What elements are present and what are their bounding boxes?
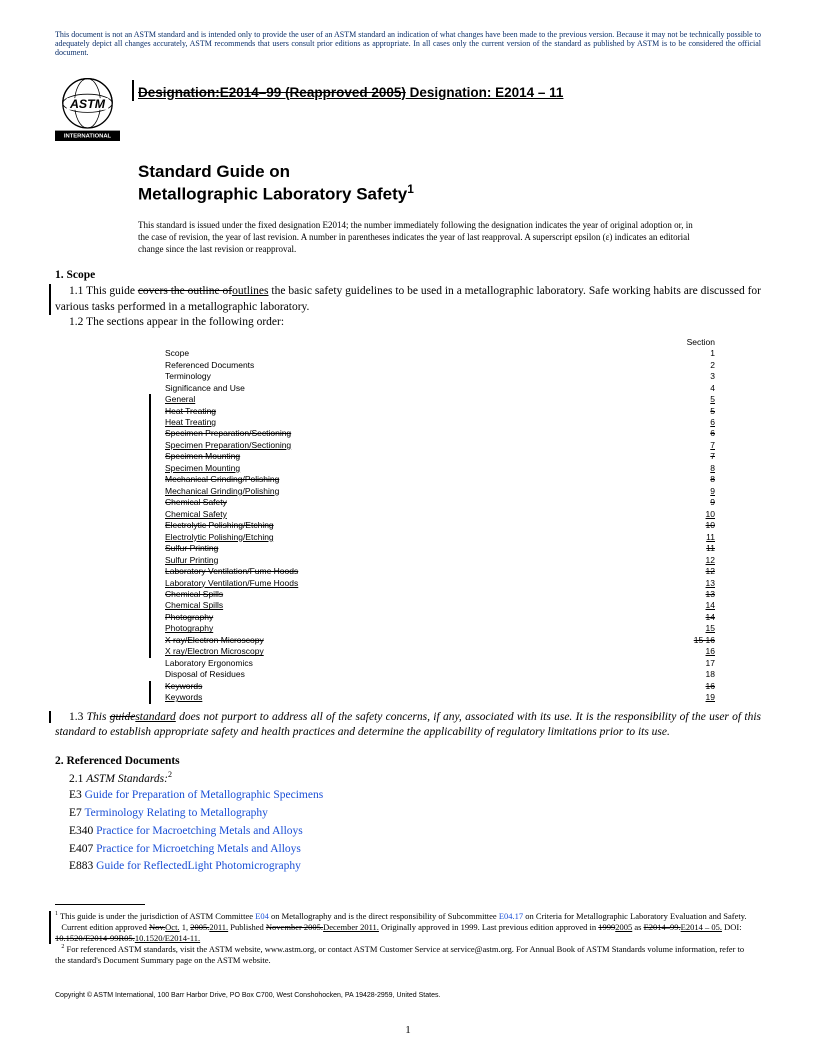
refs-head: 2. Referenced Documents: [55, 755, 761, 767]
svg-text:INTERNATIONAL: INTERNATIONAL: [64, 133, 112, 139]
toc-col-section: Section: [687, 337, 715, 348]
scope-11: 1.1 This guide covers the outline ofoutl…: [55, 284, 761, 331]
link-e04[interactable]: E04: [255, 911, 269, 921]
ref-link[interactable]: Guide for ReflectedLight Photomicrograph…: [96, 860, 301, 872]
ref-item: E3 Guide for Preparation of Metallograph…: [69, 787, 761, 805]
scope-13: 1.3 This guidestandard does not purport …: [55, 710, 761, 741]
ref-item: E340 Practice for Macroetching Metals an…: [69, 823, 761, 841]
toc-row: Specimen Mounting7: [165, 451, 715, 462]
toc-row: Heat Treating5: [165, 406, 715, 417]
ref-link[interactable]: Practice for Microetching Metals and All…: [96, 843, 301, 855]
toc-row: Heat Treating6: [165, 417, 715, 428]
toc-row: Terminology3: [165, 371, 715, 382]
page-number: 1: [0, 1024, 816, 1036]
designation-old: Designation:E2014–99 (Reapproved 2005): [138, 85, 406, 100]
scope-head: 1. Scope: [55, 269, 761, 281]
toc-row: Disposal of Residues18: [165, 669, 715, 680]
toc-row: X ray/Electron Microscopy15 16: [165, 635, 715, 646]
toc-row: General5: [165, 394, 715, 405]
toc-row: Mechanical Grinding/Polishing8: [165, 474, 715, 485]
toc-row: Chemical Safety10: [165, 509, 715, 520]
toc-row: Electrolytic Polishing/Etching10: [165, 520, 715, 531]
toc-row: Chemical Spills14: [165, 600, 715, 611]
footnotes: 1 This guide is under the jurisdiction o…: [55, 904, 285, 966]
toc-row: Photography15: [165, 623, 715, 634]
toc-row: Scope1: [165, 348, 715, 359]
ref-item: E7 Terminology Relating to Metallography: [69, 805, 761, 823]
toc-row: Referenced Documents2: [165, 360, 715, 371]
svg-text:ASTM: ASTM: [69, 96, 106, 110]
toc-row: Sulfur Printing12: [165, 555, 715, 566]
toc-row: Sulfur Printing11: [165, 543, 715, 554]
designation-new: Designation: E2014 – 11: [406, 85, 564, 100]
toc-row: Keywords19: [165, 692, 715, 703]
title-block: Standard Guide on Metallographic Laborat…: [138, 161, 761, 256]
toc-row: Specimen Mounting8: [165, 463, 715, 474]
ref-item: E407 Practice for Microetching Metals an…: [69, 841, 761, 859]
toc-row: Chemical Safety9: [165, 497, 715, 508]
toc-row: Laboratory Ventilation/Fume Hoods13: [165, 578, 715, 589]
toc-row: Significance and Use4: [165, 383, 715, 394]
toc-row: Mechanical Grinding/Polishing9: [165, 486, 715, 497]
astm-logo: ASTM INTERNATIONAL: [55, 76, 120, 141]
toc-row: Photography14: [165, 612, 715, 623]
toc-row: Chemical Spills13: [165, 589, 715, 600]
toc-row: Laboratory Ventilation/Fume Hoods12: [165, 566, 715, 577]
copyright: Copyright © ASTM International, 100 Barr…: [55, 992, 761, 999]
designation-line: Designation:E2014–99 (Reapproved 2005) D…: [138, 85, 761, 100]
toc: Section Scope1Referenced Documents2Termi…: [165, 337, 715, 704]
title-note: This standard is issued under the fixed …: [138, 219, 698, 255]
toc-row: Keywords16: [165, 681, 715, 692]
link-e0417[interactable]: E04.17: [499, 911, 523, 921]
refs-list: E3 Guide for Preparation of Metallograph…: [69, 787, 761, 876]
ref-link[interactable]: Guide for Preparation of Metallographic …: [85, 789, 324, 801]
toc-row: Laboratory Ergonomics17: [165, 658, 715, 669]
ref-link[interactable]: Practice for Macroetching Metals and All…: [96, 825, 303, 837]
toc-row: Specimen Preparation/Sectioning6: [165, 428, 715, 439]
toc-row: Electrolytic Polishing/Etching11: [165, 532, 715, 543]
header: ASTM INTERNATIONAL Designation:E2014–99 …: [55, 80, 761, 141]
ref-item: E883 Guide for ReflectedLight Photomicro…: [69, 858, 761, 876]
refs-sub: 2.1 ASTM Standards:2: [55, 770, 761, 787]
toc-row: X ray/Electron Microscopy16: [165, 646, 715, 657]
doc-title: Standard Guide on Metallographic Laborat…: [138, 161, 761, 205]
toc-row: Specimen Preparation/Sectioning7: [165, 440, 715, 451]
disclaimer-text: This document is not an ASTM standard an…: [55, 30, 761, 58]
ref-link[interactable]: Terminology Relating to Metallography: [84, 807, 267, 819]
